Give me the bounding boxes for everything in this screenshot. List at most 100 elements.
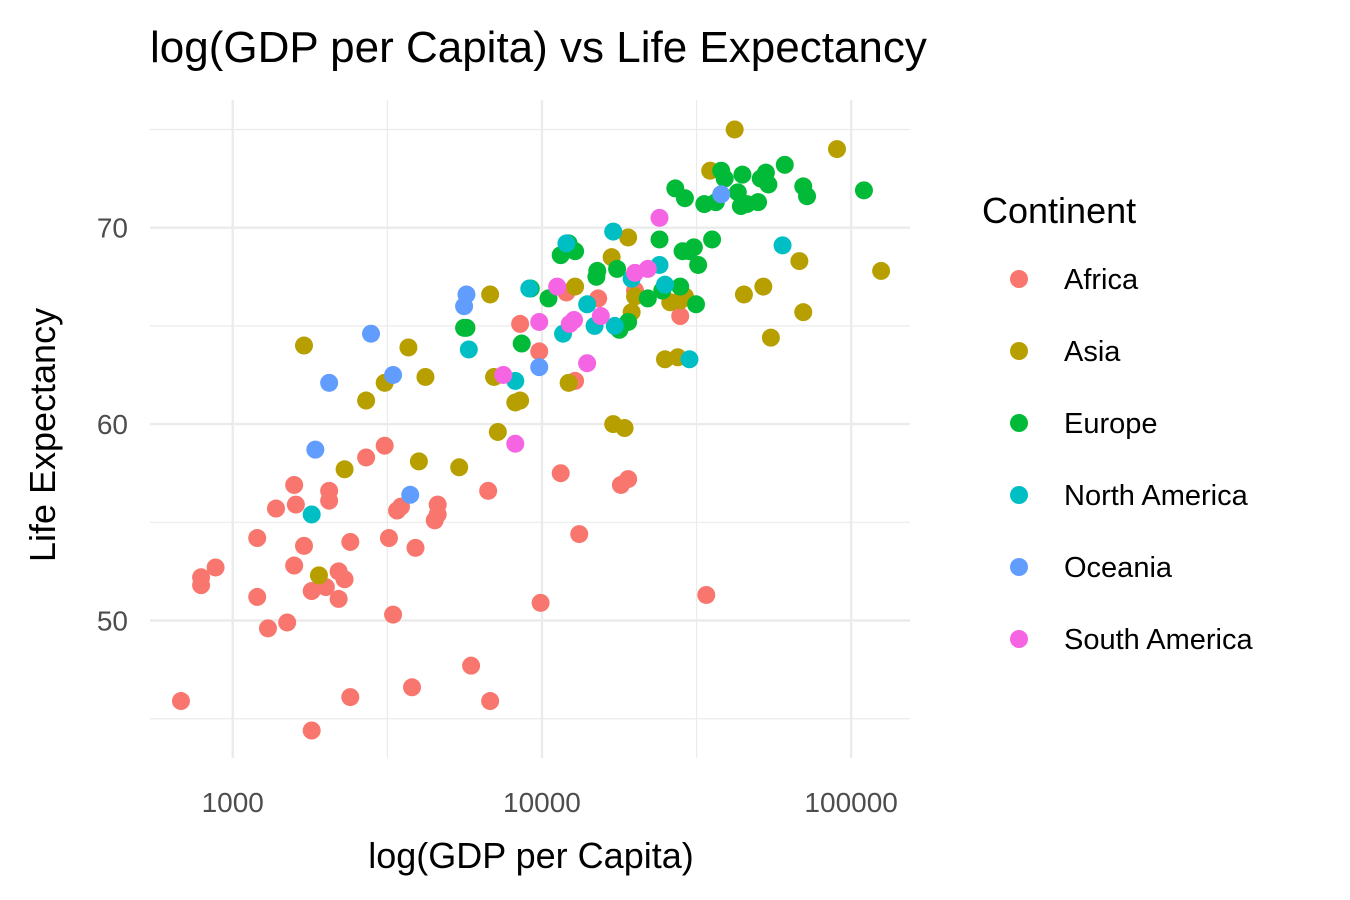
data-point-oceania	[384, 365, 403, 384]
data-point-africa	[375, 436, 394, 455]
data-point-europe	[703, 230, 722, 249]
data-point-south-america	[506, 434, 525, 453]
data-point-asia	[559, 373, 578, 392]
legend-label-africa: Africa	[1064, 264, 1139, 296]
data-point-asia	[409, 452, 428, 471]
data-point-north-america	[557, 234, 576, 253]
data-point-south-america	[565, 310, 584, 329]
legend-item-africa: Africa	[1010, 264, 1139, 296]
data-point-africa	[335, 570, 354, 589]
data-point-europe	[775, 155, 794, 174]
data-point-africa	[285, 475, 304, 494]
y-axis-title: Life Expectancy	[22, 308, 63, 562]
data-point-europe	[798, 187, 817, 206]
data-point-africa	[192, 568, 211, 587]
data-point-africa	[320, 491, 339, 510]
minor-gridlines	[150, 100, 910, 758]
data-point-europe	[854, 181, 873, 200]
legend-label-asia: Asia	[1064, 336, 1121, 368]
data-point-europe	[638, 289, 657, 308]
data-point-north-america	[459, 340, 478, 359]
data-point-africa	[428, 495, 447, 514]
data-point-north-america	[680, 350, 699, 369]
y-tick-label: 70	[97, 213, 128, 244]
data-point-north-america	[605, 316, 624, 335]
data-point-europe	[759, 175, 778, 194]
data-point-oceania	[401, 485, 420, 504]
data-point-africa	[302, 721, 321, 740]
legend-items: Africa Asia Europe North America Oceania Sout…	[1010, 264, 1253, 656]
data-point-south-america	[578, 354, 597, 373]
series-europe	[455, 155, 873, 353]
data-point-africa	[379, 529, 398, 548]
legend-item-asia: Asia	[1010, 336, 1121, 368]
data-point-europe	[733, 165, 752, 184]
data-point-asia	[872, 261, 891, 280]
x-axis-ticks: 1000 10000 100000	[202, 787, 898, 818]
legend-item-north-america: North America	[1010, 480, 1249, 512]
legend-label-north-america: North America	[1064, 480, 1249, 512]
data-point-europe	[608, 259, 627, 278]
data-point-asia	[399, 338, 418, 357]
data-points	[171, 120, 891, 740]
data-point-africa	[481, 692, 500, 711]
data-point-africa	[570, 525, 589, 544]
data-point-europe	[588, 261, 607, 280]
data-point-asia	[335, 460, 354, 479]
data-point-africa	[403, 678, 422, 697]
legend-label-south-america: South America	[1064, 624, 1253, 656]
x-tick-label: 10000	[503, 787, 581, 818]
data-point-africa	[671, 307, 690, 326]
legend-item-south-america: South America	[1010, 624, 1253, 656]
x-tick-label: 100000	[804, 787, 897, 818]
data-point-africa	[171, 692, 190, 711]
data-point-africa	[511, 314, 530, 333]
data-point-europe	[687, 295, 706, 314]
data-point-africa	[341, 688, 360, 707]
data-point-oceania	[530, 358, 549, 377]
data-point-africa	[248, 587, 267, 606]
data-point-africa	[329, 589, 348, 608]
data-point-asia	[357, 391, 376, 410]
data-point-asia	[294, 336, 313, 355]
data-point-asia	[488, 422, 507, 441]
data-point-africa	[357, 448, 376, 467]
data-point-asia	[481, 285, 500, 304]
data-point-africa	[479, 481, 498, 500]
data-point-africa	[206, 558, 225, 577]
data-point-asia	[828, 140, 847, 159]
data-point-asia	[734, 285, 753, 304]
data-point-africa	[258, 619, 277, 638]
data-point-africa	[697, 585, 716, 604]
data-point-europe	[675, 189, 694, 208]
y-tick-label: 50	[97, 606, 128, 637]
data-point-africa	[462, 656, 481, 675]
data-point-asia	[615, 419, 634, 438]
y-axis-ticks: 50 60 70	[97, 213, 128, 637]
legend-key-north-america	[1010, 486, 1028, 504]
data-point-north-america	[520, 279, 539, 298]
data-point-oceania	[712, 185, 731, 204]
data-point-europe	[671, 277, 690, 296]
series-oceania	[306, 185, 731, 504]
series-north-america	[302, 222, 792, 524]
data-point-asia	[754, 277, 773, 296]
data-point-europe	[684, 238, 703, 257]
data-point-north-america	[604, 222, 623, 241]
data-point-africa	[406, 538, 425, 557]
legend-item-oceania: Oceania	[1010, 552, 1173, 584]
data-point-north-america	[773, 236, 792, 255]
series-africa	[171, 281, 716, 740]
legend-key-africa	[1010, 270, 1028, 288]
x-tick-label: 1000	[202, 787, 264, 818]
data-point-africa	[294, 536, 313, 555]
y-tick-label: 60	[97, 409, 128, 440]
legend-key-asia	[1010, 342, 1028, 360]
data-point-africa	[341, 532, 360, 551]
data-point-south-america	[548, 277, 567, 296]
data-point-africa	[278, 613, 297, 632]
data-point-europe	[512, 334, 531, 353]
data-point-asia	[416, 367, 435, 386]
data-point-asia	[619, 228, 638, 247]
data-point-europe	[715, 169, 734, 188]
